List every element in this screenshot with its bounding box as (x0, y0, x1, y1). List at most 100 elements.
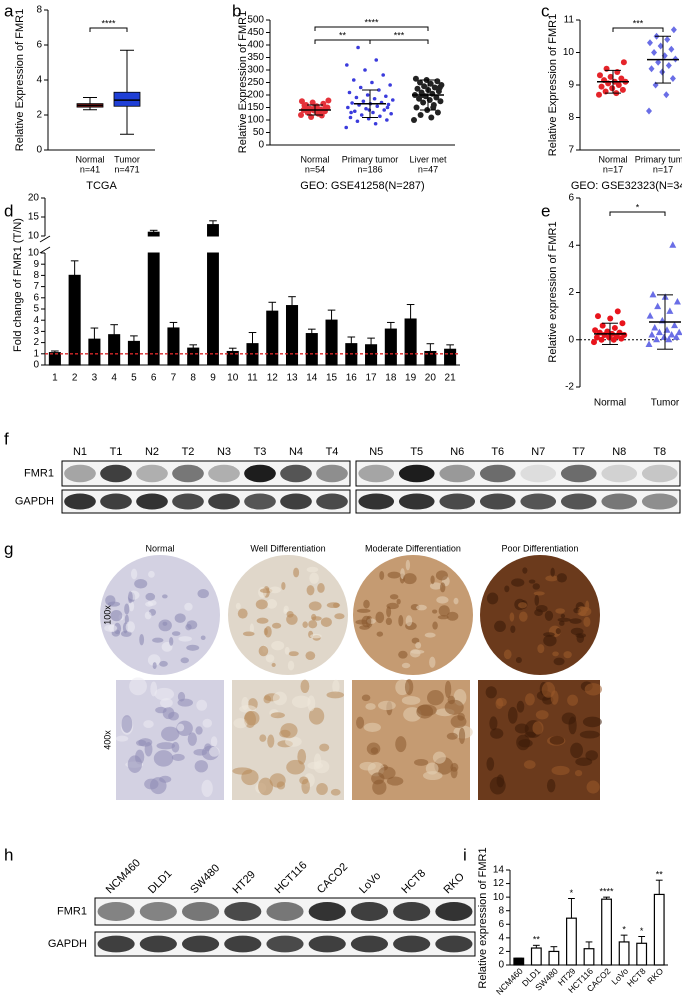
x-tick-label: 3 (92, 373, 98, 384)
data-point (657, 42, 664, 50)
data-point (325, 97, 332, 104)
y-tick-label: 8 (498, 905, 504, 916)
axis-break (39, 235, 51, 243)
tissue-texture (258, 645, 269, 657)
y-tick-label: 2 (33, 337, 39, 348)
blot-band (393, 902, 431, 921)
data-point (385, 118, 389, 122)
panel-letter: h (4, 845, 13, 864)
tissue-texture (424, 632, 436, 638)
data-point (591, 339, 597, 346)
blot-band (601, 464, 638, 483)
tissue-texture (458, 727, 466, 745)
data-point (437, 98, 444, 105)
panel-letter: d (4, 201, 13, 220)
tissue-texture (532, 583, 540, 590)
panel-letter: b (232, 1, 241, 20)
tissue-texture (370, 747, 379, 754)
lane-label: T1 (110, 446, 123, 458)
tissue-texture (545, 575, 559, 582)
tissue-texture (138, 738, 153, 747)
tissue-texture (283, 605, 289, 613)
bar (108, 334, 121, 366)
data-point (660, 333, 668, 340)
lane-label: T6 (491, 446, 504, 458)
tissue-texture (237, 608, 248, 619)
tissue-texture (334, 613, 345, 620)
tissue-texture (171, 631, 181, 636)
bar (285, 305, 299, 366)
x-tick-label: 15 (326, 373, 338, 384)
data-point (359, 113, 364, 117)
data-point (374, 58, 379, 62)
y-axis-label: Relative Expression of FMR1 (14, 9, 26, 151)
column-label: Poor Differentiation (502, 543, 579, 553)
blot-band (439, 493, 476, 510)
tissue-texture (515, 656, 522, 664)
tissue-texture (416, 704, 437, 716)
data-point (655, 58, 662, 66)
tissue-texture (110, 609, 123, 622)
blot-band (266, 902, 304, 921)
tissue-texture (535, 605, 548, 613)
y-tick-label: 9 (568, 80, 574, 91)
tissue-texture (386, 606, 392, 618)
significance-bracket (369, 39, 429, 44)
tissue-texture (396, 598, 401, 605)
data-point (670, 26, 677, 34)
blot-band (100, 493, 132, 510)
blot-band (136, 464, 168, 483)
blot-band (224, 902, 262, 921)
tissue-texture (139, 633, 145, 646)
blot-band (358, 493, 395, 510)
data-point (675, 328, 682, 336)
lane-label: T4 (326, 446, 339, 458)
tissue-texture (453, 597, 459, 605)
data-point (651, 49, 658, 56)
significance-bracket (609, 211, 666, 216)
y-tick-label: 8 (33, 270, 39, 281)
tissue-texture (430, 575, 435, 585)
row-label: 100x (102, 605, 112, 625)
y-tick-label: 350 (247, 52, 264, 63)
tissue-texture (333, 602, 340, 608)
data-point (668, 331, 676, 338)
tissue-texture (518, 611, 528, 622)
x-tick-label: 2 (72, 373, 78, 384)
x-tick-label: Tumor (651, 398, 680, 409)
data-point (669, 75, 676, 82)
tissue-texture (584, 683, 603, 696)
tissue-texture (550, 567, 555, 577)
data-point (653, 335, 661, 343)
data-point (609, 85, 616, 92)
data-point (666, 307, 674, 314)
tissue-texture (244, 710, 260, 726)
bar (404, 318, 417, 366)
tissue-texture (129, 677, 147, 696)
tissue-texture (427, 690, 444, 706)
data-point (646, 312, 654, 319)
tissue-texture (148, 570, 155, 578)
tissue-texture (152, 662, 157, 670)
tissue-texture (400, 568, 405, 580)
data-point (645, 340, 653, 347)
significance-bracket (612, 27, 664, 32)
tissue-texture (359, 625, 370, 630)
tissue-texture (127, 755, 142, 773)
sample-size: n=186 (357, 164, 382, 174)
tissue-texture (302, 621, 308, 629)
bar (444, 348, 457, 366)
tissue-texture (385, 617, 393, 626)
tissue-texture (113, 622, 122, 635)
tissue-texture (485, 686, 497, 699)
tissue-texture (184, 602, 193, 611)
data-point (659, 68, 666, 76)
bar (636, 942, 648, 966)
tissue-texture (124, 603, 130, 615)
blot-band (172, 464, 204, 483)
tissue-texture (532, 721, 544, 735)
blot-band (136, 493, 168, 510)
tissue-texture (486, 592, 499, 605)
data-point (385, 105, 390, 110)
